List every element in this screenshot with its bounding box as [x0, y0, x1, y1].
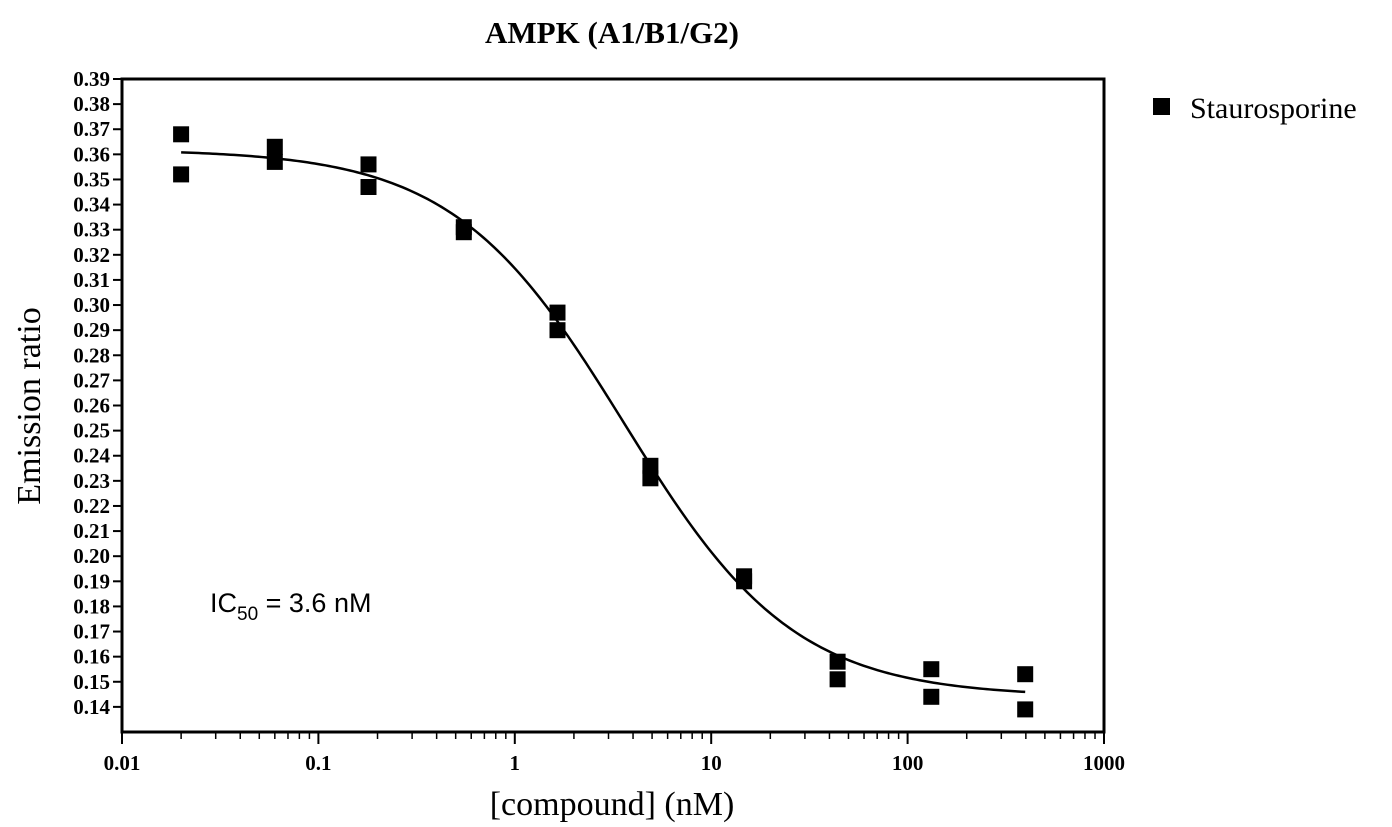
- data-point: [829, 671, 846, 688]
- data-point: [549, 304, 566, 321]
- y-tick-label: 0.26: [73, 394, 110, 418]
- y-tick-label: 0.15: [73, 670, 110, 694]
- data-point: [266, 153, 283, 170]
- x-tick-label: 0.01: [104, 751, 141, 775]
- x-axis-ticks: 0.01 0.1 1 10 100 1000: [104, 732, 1125, 775]
- y-tick-label: 0.28: [73, 343, 110, 367]
- data-point: [923, 688, 940, 705]
- data-points: [173, 126, 1034, 718]
- y-tick-label: 0.39: [73, 67, 110, 91]
- y-tick-label: 0.24: [73, 444, 110, 468]
- y-tick-label: 0.27: [73, 368, 110, 392]
- data-point: [173, 126, 190, 143]
- x-axis-label: [compound] (nM): [490, 786, 735, 823]
- legend-label: Staurosporine: [1190, 92, 1357, 125]
- x-tick-label: 1: [510, 751, 521, 775]
- y-tick-label: 0.18: [73, 594, 110, 618]
- legend: Staurosporine: [1153, 92, 1357, 125]
- x-tick-label: 100: [892, 751, 924, 775]
- x-tick-label: 10: [701, 751, 722, 775]
- y-axis-ticks: 0.140.150.160.170.180.190.200.210.220.23…: [73, 67, 122, 719]
- data-point: [455, 224, 472, 241]
- y-tick-label: 0.16: [73, 645, 110, 669]
- x-tick-label: 0.1: [305, 751, 331, 775]
- y-tick-label: 0.31: [73, 268, 110, 292]
- data-point: [173, 166, 190, 183]
- data-point: [923, 661, 940, 678]
- ic50-subscript: 50: [237, 604, 258, 625]
- y-tick-label: 0.14: [73, 695, 110, 719]
- ic50-annotation: IC50 = 3.6 nM: [210, 588, 371, 625]
- data-point: [1017, 666, 1034, 683]
- fit-curve: [181, 151, 1026, 694]
- data-point: [829, 653, 846, 670]
- data-point: [360, 179, 377, 195]
- y-tick-label: 0.17: [73, 620, 110, 644]
- y-tick-label: 0.38: [73, 92, 110, 116]
- y-tick-label: 0.19: [73, 569, 110, 593]
- ic50-main: IC: [210, 588, 237, 618]
- y-tick-label: 0.33: [73, 218, 110, 242]
- legend-marker-square-icon: [1153, 98, 1170, 115]
- y-tick-label: 0.32: [73, 243, 110, 267]
- y-tick-label: 0.21: [73, 519, 110, 543]
- y-axis-label: Emission ratio: [11, 307, 48, 504]
- x-tick-label: 1000: [1083, 751, 1125, 775]
- y-tick-label: 0.22: [73, 494, 110, 518]
- data-point: [642, 457, 659, 474]
- y-tick-label: 0.29: [73, 318, 110, 342]
- y-tick-label: 0.23: [73, 469, 110, 493]
- data-point: [266, 138, 283, 155]
- ic50-value: = 3.6 nM: [258, 588, 371, 618]
- plot-frame: [120, 77, 1106, 734]
- data-point: [1017, 701, 1034, 718]
- y-tick-label: 0.20: [73, 544, 110, 568]
- y-tick-label: 0.36: [73, 142, 110, 166]
- chart-title: AMPK (A1/B1/G2): [485, 15, 739, 50]
- y-tick-label: 0.37: [73, 117, 110, 141]
- y-tick-label: 0.34: [73, 193, 110, 217]
- y-tick-label: 0.25: [73, 419, 110, 443]
- y-tick-label: 0.35: [73, 167, 110, 191]
- data-point: [736, 573, 753, 590]
- data-point: [642, 470, 659, 487]
- y-tick-label: 0.30: [73, 293, 110, 317]
- data-point: [360, 156, 377, 173]
- data-point: [549, 322, 566, 339]
